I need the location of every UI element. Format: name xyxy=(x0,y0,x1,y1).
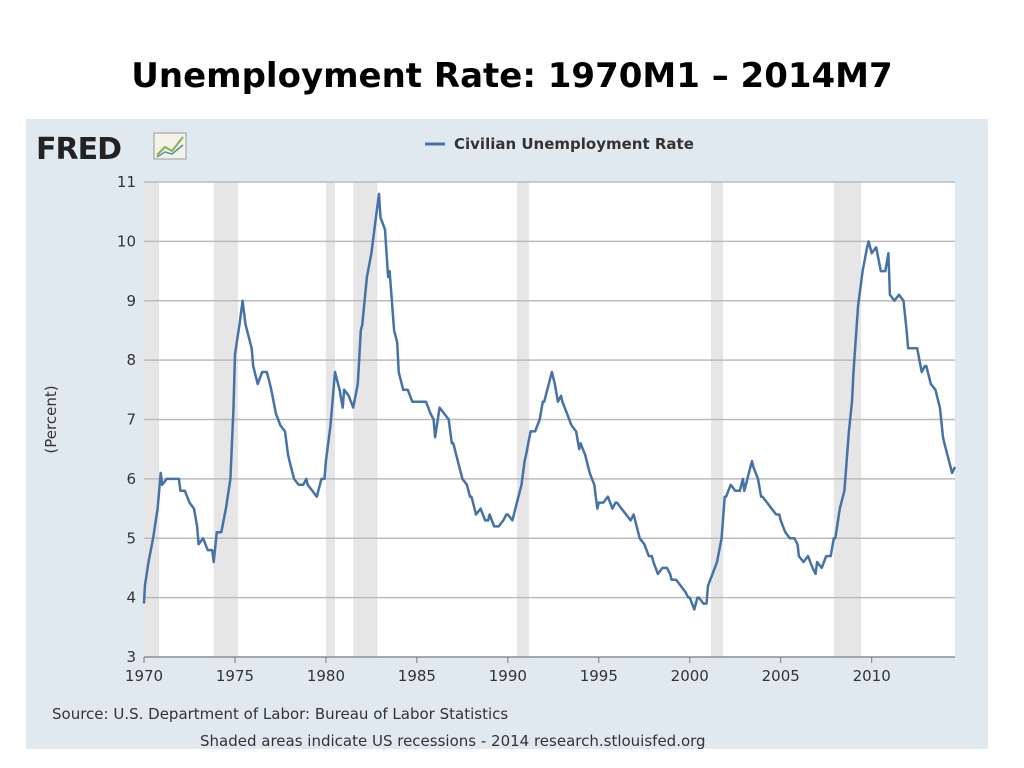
x-axis: 1970 1975 1980 1985 1990 1995 2000 2005 2010 xyxy=(125,656,955,685)
y-axis: 3 4 5 6 7 8 9 10 11 xyxy=(117,173,136,666)
chart-svg: FRED Civilian Unemployment Rate 3 4 5 6 7 8 9 1… xyxy=(36,132,957,749)
y-tick-label: 10 xyxy=(117,232,136,250)
y-tick-label: 6 xyxy=(126,470,136,488)
chart-panel: FRED Civilian Unemployment Rate 3 4 5 6 7 8 9 1… xyxy=(26,119,988,749)
line-chart-icon xyxy=(153,132,187,160)
x-tick-label: 1970 xyxy=(125,667,163,685)
x-tick-label: 2000 xyxy=(671,667,709,685)
y-axis-label: (Percent) xyxy=(42,385,60,453)
fred-logo-text: FRED xyxy=(36,132,121,167)
legend: Civilian Unemployment Rate xyxy=(425,135,694,153)
x-tick-label: 2010 xyxy=(853,667,891,685)
x-tick-label: 1990 xyxy=(489,667,527,685)
y-tick-label: 9 xyxy=(126,292,136,310)
slide-title: Unemployment Rate: 1970M1 – 2014M7 xyxy=(131,56,893,96)
x-tick-label: 1985 xyxy=(398,667,436,685)
series-line xyxy=(142,192,957,611)
y-tick-label: 7 xyxy=(126,411,136,429)
x-tick-label: 1975 xyxy=(216,667,254,685)
series-layer xyxy=(142,192,957,611)
y-tick-label: 5 xyxy=(126,529,136,547)
y-tick-label: 8 xyxy=(126,351,136,369)
recession-note: Shaded areas indicate US recessions - 20… xyxy=(200,732,706,749)
x-tick-label: 1995 xyxy=(580,667,618,685)
y-tick-label: 4 xyxy=(126,589,136,607)
source-note: Source: U.S. Department of Labor: Bureau… xyxy=(52,705,508,723)
x-tick-label: 2005 xyxy=(762,667,800,685)
y-tick-label: 11 xyxy=(117,173,136,191)
legend-label: Civilian Unemployment Rate xyxy=(454,135,694,153)
x-tick-label: 1980 xyxy=(307,667,345,685)
y-tick-label: 3 xyxy=(126,648,136,666)
fred-logo: FRED xyxy=(36,132,187,167)
